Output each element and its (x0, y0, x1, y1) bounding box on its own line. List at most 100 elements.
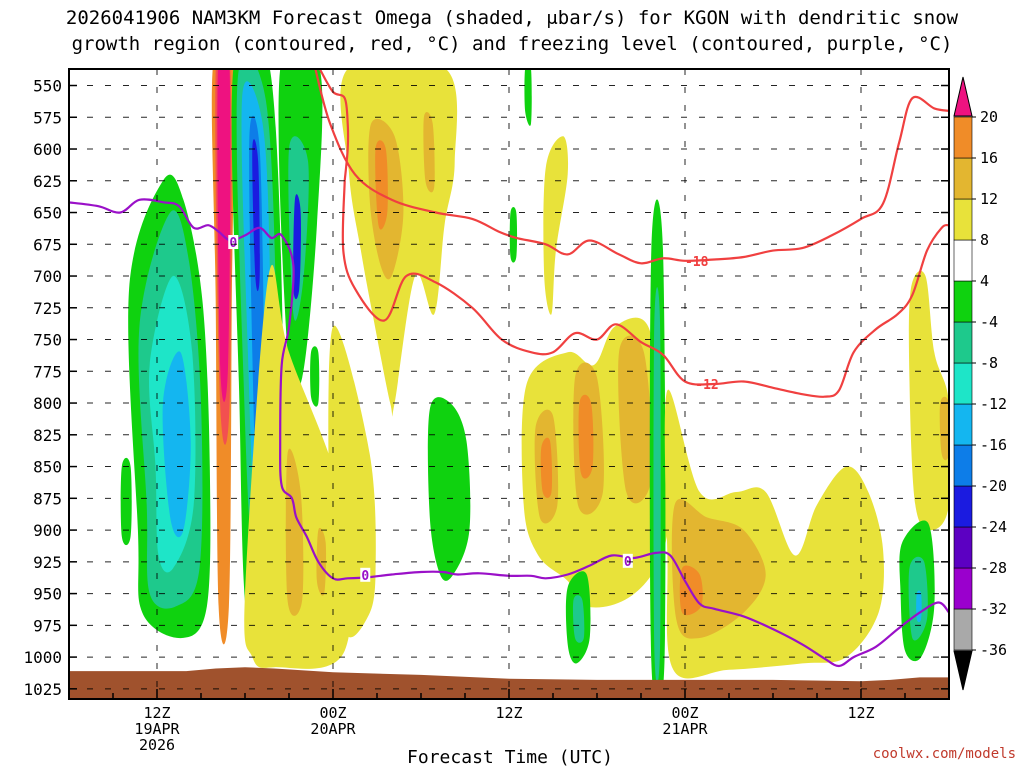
y-tick-label: 825 (33, 426, 62, 445)
colorbar-label: 8 (980, 231, 989, 249)
x-tick-label: 21APR (662, 720, 708, 738)
omega-region-band-east-15 (293, 194, 301, 300)
colorbar-label: 16 (980, 149, 998, 167)
omega-region-green-tiny-28 (120, 457, 132, 546)
omega-region-green-lower-37 (572, 595, 585, 643)
y-tick-label: 900 (33, 521, 62, 540)
chart-title-line-1: 2026041906 NAM3KM Forecast Omega (shaded… (66, 7, 959, 29)
colorbar-segment (953, 608, 973, 651)
freezing-level-label: 0 (361, 569, 369, 584)
omega-region-green-blob-25 (427, 397, 471, 581)
colorbar-segment (953, 239, 973, 282)
colorbar-segment (953, 362, 973, 405)
omega-region-yellow-lower-33 (540, 437, 553, 498)
freezing-label-bg (360, 567, 371, 582)
y-tick-label: 675 (33, 235, 62, 254)
colorbar-label: -20 (980, 477, 1007, 495)
y-tick-label: 575 (33, 108, 62, 127)
y-tick-label: 550 (33, 77, 62, 96)
y-tick-label: 725 (33, 299, 62, 318)
y-tick-label: 1025 (23, 680, 62, 699)
colorbar-label: -4 (980, 313, 998, 331)
omega-region-yellow-far-right-44 (939, 396, 949, 461)
omega-region-yellow-mid-23 (328, 325, 376, 638)
colorbar-segment (953, 444, 973, 487)
colorbar-label: 20 (980, 108, 998, 126)
x-axis-label: Forecast Time (UTC) (407, 747, 613, 768)
x-tick-label: 19APR (134, 720, 180, 738)
dendritic-contour-1 (341, 180, 949, 398)
colorbar-over-arrow (953, 76, 973, 117)
colorbar-segment (953, 280, 973, 323)
y-tick-label: 625 (33, 172, 62, 191)
freezing-label-bg (622, 553, 633, 568)
omega-region-green-tiny-26 (524, 69, 532, 126)
y-tick-label: 975 (33, 616, 62, 635)
colorbar-segment (953, 567, 973, 610)
x-tick-label: 12Z (847, 704, 874, 722)
omega-region-yellow-lower-35 (618, 335, 653, 504)
omega-region-col-12z-19apr-3 (162, 351, 191, 538)
colorbar-label: -12 (980, 395, 1007, 413)
dendritic-contour-2 (318, 69, 350, 181)
colorbar: -36 -32 -28 -24 -20 -16 -12 -8 -4 4 8 12 16 20 (953, 76, 1007, 691)
colorbar-label: -16 (980, 436, 1007, 454)
credit-text: coolwx.com/models (873, 746, 1016, 762)
x-tick-label: 12Z (143, 704, 170, 722)
omega-region-green-tiny-27 (509, 206, 518, 263)
colorbar-segment (953, 485, 973, 528)
omega-region-yellow-mid-21 (375, 140, 388, 230)
dendritic-contour-label: -18 (685, 255, 709, 270)
y-tick-label: 600 (33, 140, 62, 159)
y-tick-label: 750 (33, 331, 62, 350)
colorbar-segment (953, 116, 973, 159)
colorbar-segment (953, 157, 973, 200)
omega-region-yellow-mid-24 (310, 346, 320, 407)
colorbar-segment (953, 321, 973, 364)
y-tick-label: 950 (33, 585, 62, 604)
colorbar-segment (953, 403, 973, 446)
x-tick-label: 12Z (495, 704, 522, 722)
omega-shading (120, 69, 949, 699)
y-tick-label: 1000 (23, 648, 62, 667)
x-tick-label: 00Z (671, 704, 698, 722)
omega-region-yellow-upper-right-29 (543, 136, 569, 315)
colorbar-label: -36 (980, 641, 1007, 659)
colorbar-label: -24 (980, 518, 1007, 536)
freezing-label-bg (228, 235, 239, 250)
omega-region-yellow-lower-34 (578, 394, 594, 479)
freezing-level-label: 0 (229, 236, 237, 251)
omega-region-tail-yellow-17 (285, 448, 304, 616)
colorbar-label: -8 (980, 354, 998, 372)
y-axis: 550 575 600 625 650 675 700 725 750 775 800 825 850 8… (23, 77, 949, 699)
y-tick-label: 700 (33, 267, 62, 286)
y-tick-label: 775 (33, 362, 62, 381)
y-tick-label: 875 (33, 489, 62, 508)
omega-region-green-far-right-47 (916, 590, 922, 623)
dendritic-contour-0 (314, 69, 949, 265)
colorbar-label: 4 (980, 272, 989, 290)
omega-region-yellow-mid-22 (423, 112, 435, 193)
y-tick-label: 850 (33, 458, 62, 477)
contours: -18-12000 (69, 69, 949, 668)
y-tick-label: 925 (33, 553, 62, 572)
omega-region-yellow-far-right-43 (908, 270, 949, 531)
colorbar-label: -32 (980, 600, 1007, 618)
plot-area: -18-12000 (69, 69, 949, 699)
colorbar-segment (953, 198, 973, 241)
y-tick-label: 650 (33, 204, 62, 223)
x-tick-label: 20APR (310, 720, 356, 738)
colorbar-label: -28 (980, 559, 1007, 577)
chart-title-line-2: growth region (contoured, red, °C) and f… (72, 33, 953, 55)
colorbar-segment (953, 526, 973, 569)
colorbar-under-arrow (953, 650, 973, 691)
omega-region-strip-blue-11 (252, 139, 260, 292)
omega-region-green-strip-00z-39 (653, 287, 661, 685)
colorbar-label: 12 (980, 190, 998, 208)
x-tick-label: 2026 (139, 736, 175, 754)
y-tick-label: 800 (33, 394, 62, 413)
dendritic-contour-label: -12 (695, 378, 718, 393)
x-tick-label: 00Z (319, 704, 346, 722)
